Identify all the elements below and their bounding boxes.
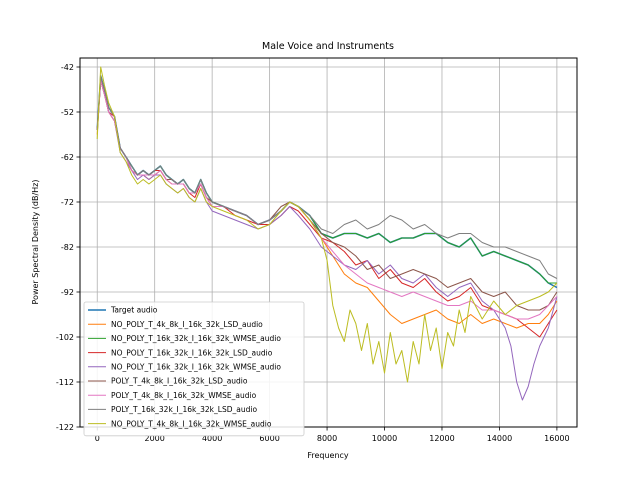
plot-frame <box>79 57 578 428</box>
legend-entry-label: POLY_T_4k_8k_I_16k_32k_WMSE_audio <box>111 391 257 400</box>
legend-entry-label: NO_POLY_T_4k_8k_I_16k_32k_WMSE_audio <box>111 419 272 428</box>
series-line <box>96 80 558 401</box>
legend-entry-label: NO_POLY_T_16k_32k_I_16k_32k_WMSE_audio <box>111 363 281 372</box>
x-tick-label: 4000 <box>202 434 222 443</box>
legend-entry-label: POLY_T_16k_32k_I_16k_32k_LSD_audio <box>111 405 257 414</box>
legend: Target audio NO_POLY_T_4k_8k_I_16k_32k_LS… <box>83 301 305 437</box>
y-tick-label: -102 <box>56 333 74 342</box>
y-tick-label: -52 <box>61 108 74 117</box>
y-tick-label: -42 <box>61 63 74 72</box>
series-line <box>96 66 558 383</box>
y-axis-ticks: -42 -52 -62 -72 -82 -92 -102 -112 -122 <box>56 63 80 432</box>
legend-entry-label: NO_POLY_T_16k_32k_I_16k_32k_LSD_audio <box>111 348 273 357</box>
x-tick-label: 16000 <box>544 434 569 443</box>
legend-entry-label: NO_POLY_T_16k_32k_I_16k_32k_WMSE_audio <box>111 334 281 343</box>
x-tick-label: 8000 <box>317 434 337 443</box>
x-tick-label: 10000 <box>372 434 397 443</box>
y-tick-label: -62 <box>61 153 74 162</box>
x-tick-label: 0 <box>95 434 100 443</box>
x-tick-label: 12000 <box>429 434 454 443</box>
legend-entry-label: NO_POLY_T_4k_8k_I_16k_32k_LSD_audio <box>111 320 263 329</box>
y-tick-label: -82 <box>61 243 74 252</box>
y-tick-label: -92 <box>61 288 74 297</box>
x-tick-label: 14000 <box>487 434 512 443</box>
legend-entry-label: POLY_T_4k_8k_I_16k_32k_LSD_audio <box>111 377 248 386</box>
x-axis-label: Frequency <box>307 451 349 460</box>
x-tick-label: 2000 <box>145 434 165 443</box>
y-axis-label: Power Spectral Density (dB/Hz) <box>31 180 40 305</box>
series-line <box>96 75 558 279</box>
y-tick-label: -112 <box>56 378 74 387</box>
legend-box <box>83 301 305 437</box>
y-tick-label: -122 <box>56 423 74 432</box>
legend-entry-label: Target audio <box>110 306 158 315</box>
x-tick-label: 6000 <box>259 434 279 443</box>
chart-title: Male Voice and Instruments <box>262 41 394 52</box>
y-tick-label: -72 <box>61 198 74 207</box>
x-axis-ticks: 0 2000 4000 6000 8000 10000 12000 14000 16000 <box>95 427 570 443</box>
series-lines <box>96 66 558 401</box>
